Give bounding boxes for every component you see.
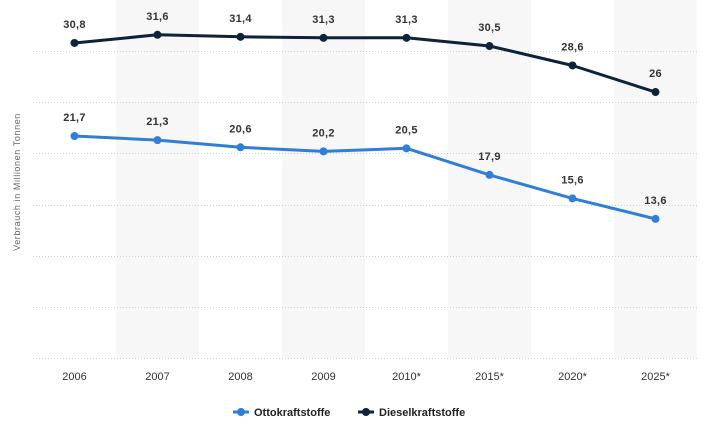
data-label-ottokraftstoffe: 20,2 — [312, 127, 335, 139]
data-point-ottokraftstoffe[interactable] — [319, 147, 328, 156]
data-point-dieselkraftstoffe[interactable] — [153, 30, 162, 39]
data-points — [70, 30, 660, 223]
data-label-dieselkraftstoffe: 31,3 — [395, 14, 418, 26]
x-tick-label: 2010* — [392, 371, 421, 383]
y-axis-label: Verbrauch in Millionen Tonnen — [12, 113, 22, 251]
data-label-ottokraftstoffe: 21,3 — [146, 116, 169, 128]
data-label-ottokraftstoffe: 21,7 — [63, 112, 86, 124]
data-point-dieselkraftstoffe[interactable] — [402, 33, 411, 42]
column-band — [614, 0, 697, 358]
x-tick-label: 2006 — [62, 371, 86, 383]
legend-marker-icon — [237, 408, 245, 416]
data-point-ottokraftstoffe[interactable] — [153, 136, 162, 145]
data-point-dieselkraftstoffe[interactable] — [236, 32, 245, 41]
legend-item-ottokraftstoffe[interactable]: Ottokraftstoffe — [233, 407, 330, 419]
column-band — [116, 0, 199, 358]
legend-label: Ottokraftstoffe — [254, 407, 330, 419]
legend-marker-icon — [362, 408, 370, 416]
data-point-ottokraftstoffe[interactable] — [568, 194, 577, 203]
x-tick-label: 2009 — [311, 371, 335, 383]
data-point-dieselkraftstoffe[interactable] — [319, 33, 328, 42]
data-point-ottokraftstoffe[interactable] — [70, 132, 79, 141]
data-point-ottokraftstoffe[interactable] — [651, 214, 660, 223]
data-label-ottokraftstoffe: 15,6 — [561, 174, 584, 186]
x-tick-label: 2025* — [641, 371, 670, 383]
data-label-ottokraftstoffe: 20,5 — [395, 124, 418, 136]
column-bands — [116, 0, 697, 358]
x-tick-label: 2008 — [228, 371, 252, 383]
series-line-dieselkraftstoffe — [73, 33, 657, 94]
legend-item-dieselkraftstoffe[interactable]: Dieselkraftstoffe — [358, 407, 465, 419]
data-point-dieselkraftstoffe[interactable] — [651, 88, 660, 97]
data-label-dieselkraftstoffe: 30,8 — [63, 19, 86, 31]
data-labels: 21,7 21,3 20,6 20,2 20,5 17,9 15,6 13,6 30,8 31,6… — [63, 11, 667, 207]
legend: Ottokraftstoffe Dieselkraftstoffe — [233, 407, 465, 419]
data-point-dieselkraftstoffe[interactable] — [485, 42, 494, 51]
x-tick-label: 2015* — [475, 371, 504, 383]
x-tick-label: 2020* — [558, 371, 587, 383]
data-point-ottokraftstoffe[interactable] — [485, 170, 494, 179]
data-point-dieselkraftstoffe[interactable] — [70, 38, 79, 47]
data-label-ottokraftstoffe: 13,6 — [644, 195, 667, 207]
series-line-ottokraftstoffe — [73, 134, 657, 221]
data-label-dieselkraftstoffe: 30,5 — [478, 22, 501, 34]
data-point-ottokraftstoffe[interactable] — [236, 143, 245, 152]
data-label-dieselkraftstoffe: 26 — [649, 68, 662, 80]
data-label-dieselkraftstoffe: 31,3 — [312, 14, 335, 26]
x-axis-ticks: 2006 2007 2008 2009 2010* 2015* 2020* 2025* — [62, 371, 670, 383]
legend-label: Dieselkraftstoffe — [379, 407, 465, 419]
data-label-dieselkraftstoffe: 31,6 — [146, 11, 169, 23]
data-label-ottokraftstoffe: 20,6 — [229, 123, 252, 135]
data-label-dieselkraftstoffe: 28,6 — [561, 41, 584, 53]
column-band — [448, 0, 531, 358]
data-label-dieselkraftstoffe: 31,4 — [229, 13, 252, 25]
data-label-ottokraftstoffe: 17,9 — [478, 151, 501, 163]
x-tick-label: 2007 — [145, 371, 169, 383]
series-lines — [73, 33, 657, 221]
data-point-dieselkraftstoffe[interactable] — [568, 61, 577, 70]
data-point-ottokraftstoffe[interactable] — [402, 144, 411, 153]
column-band — [282, 0, 365, 358]
